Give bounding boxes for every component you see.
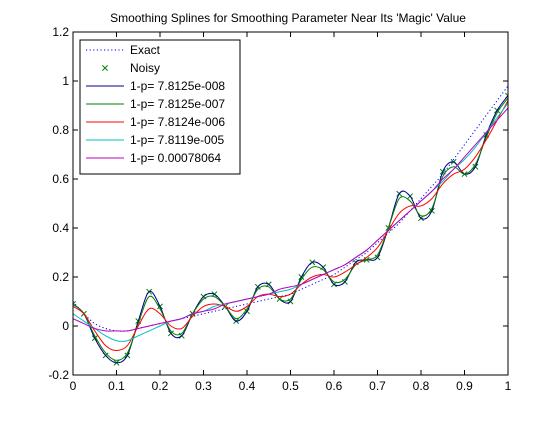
y-tick-label: 0 (62, 319, 69, 333)
legend-label: Noisy (130, 61, 160, 75)
legend-marker (102, 65, 108, 71)
series-4 (73, 100, 508, 352)
legend-item: 1-p= 0.00078064 (86, 151, 221, 165)
legend: Exact Noisy 1-p= 7.8125e-008 1-p= 7.8125e-0… (79, 39, 241, 175)
x-tick-label: 0.3 (195, 379, 212, 393)
series-line-3 (73, 97, 508, 361)
x-tick-label: 0.2 (152, 379, 169, 393)
legend-item: 1-p= 7.8125e-008 (86, 79, 225, 93)
series-line-6 (73, 107, 508, 332)
x-tick-label: 0.5 (282, 379, 299, 393)
x-tick-label: 0 (70, 379, 77, 393)
legend-item: 1-p= 7.8119e-005 (86, 133, 225, 147)
legend-item: Exact (86, 43, 161, 57)
chart-title: Smoothing Splines for Smoothing Paramete… (110, 11, 466, 25)
x-tick-label: 0.7 (369, 379, 386, 393)
x-tick-label: 0.8 (413, 379, 430, 393)
series-group (73, 85, 508, 366)
y-tick-label: 1.2 (52, 25, 69, 39)
legend-label: 1-p= 0.00078064 (130, 151, 221, 165)
series-3 (73, 97, 508, 361)
x-tick-label: 0.6 (326, 379, 343, 393)
y-tick-label: -0.2 (48, 368, 69, 382)
y-tick-label: 1 (62, 74, 69, 88)
x-tick-label: 1 (505, 379, 512, 393)
series-6 (73, 107, 508, 332)
legend-label: 1-p= 7.8124e-006 (130, 115, 225, 129)
legend-item: Noisy (102, 61, 160, 75)
legend-item: 1-p= 7.8125e-007 (86, 97, 225, 111)
legend-label: 1-p= 7.8125e-007 (130, 97, 225, 111)
y-tick-label: 0.4 (52, 221, 69, 235)
plot-layer: 0 0.1 0.2 0.3 0.4 0.5 0.6 0.7 0.8 0.9 1-0.200.20.4… (48, 25, 511, 393)
y-tick-label: 0.2 (52, 270, 69, 284)
x-tick-label: 0.9 (456, 379, 473, 393)
legend-label: 1-p= 7.8125e-008 (130, 79, 225, 93)
y-tick-label: 0.6 (52, 172, 69, 186)
legend-item: 1-p= 7.8124e-006 (86, 115, 225, 129)
series-line-4 (73, 100, 508, 352)
legend-label: Exact (130, 43, 161, 57)
x-tick-label: 0.1 (108, 379, 125, 393)
legend-label: 1-p= 7.8119e-005 (130, 133, 225, 147)
x-tick-label: 0.4 (239, 379, 256, 393)
y-tick-label: 0.8 (52, 123, 69, 137)
legend-box (79, 39, 241, 175)
